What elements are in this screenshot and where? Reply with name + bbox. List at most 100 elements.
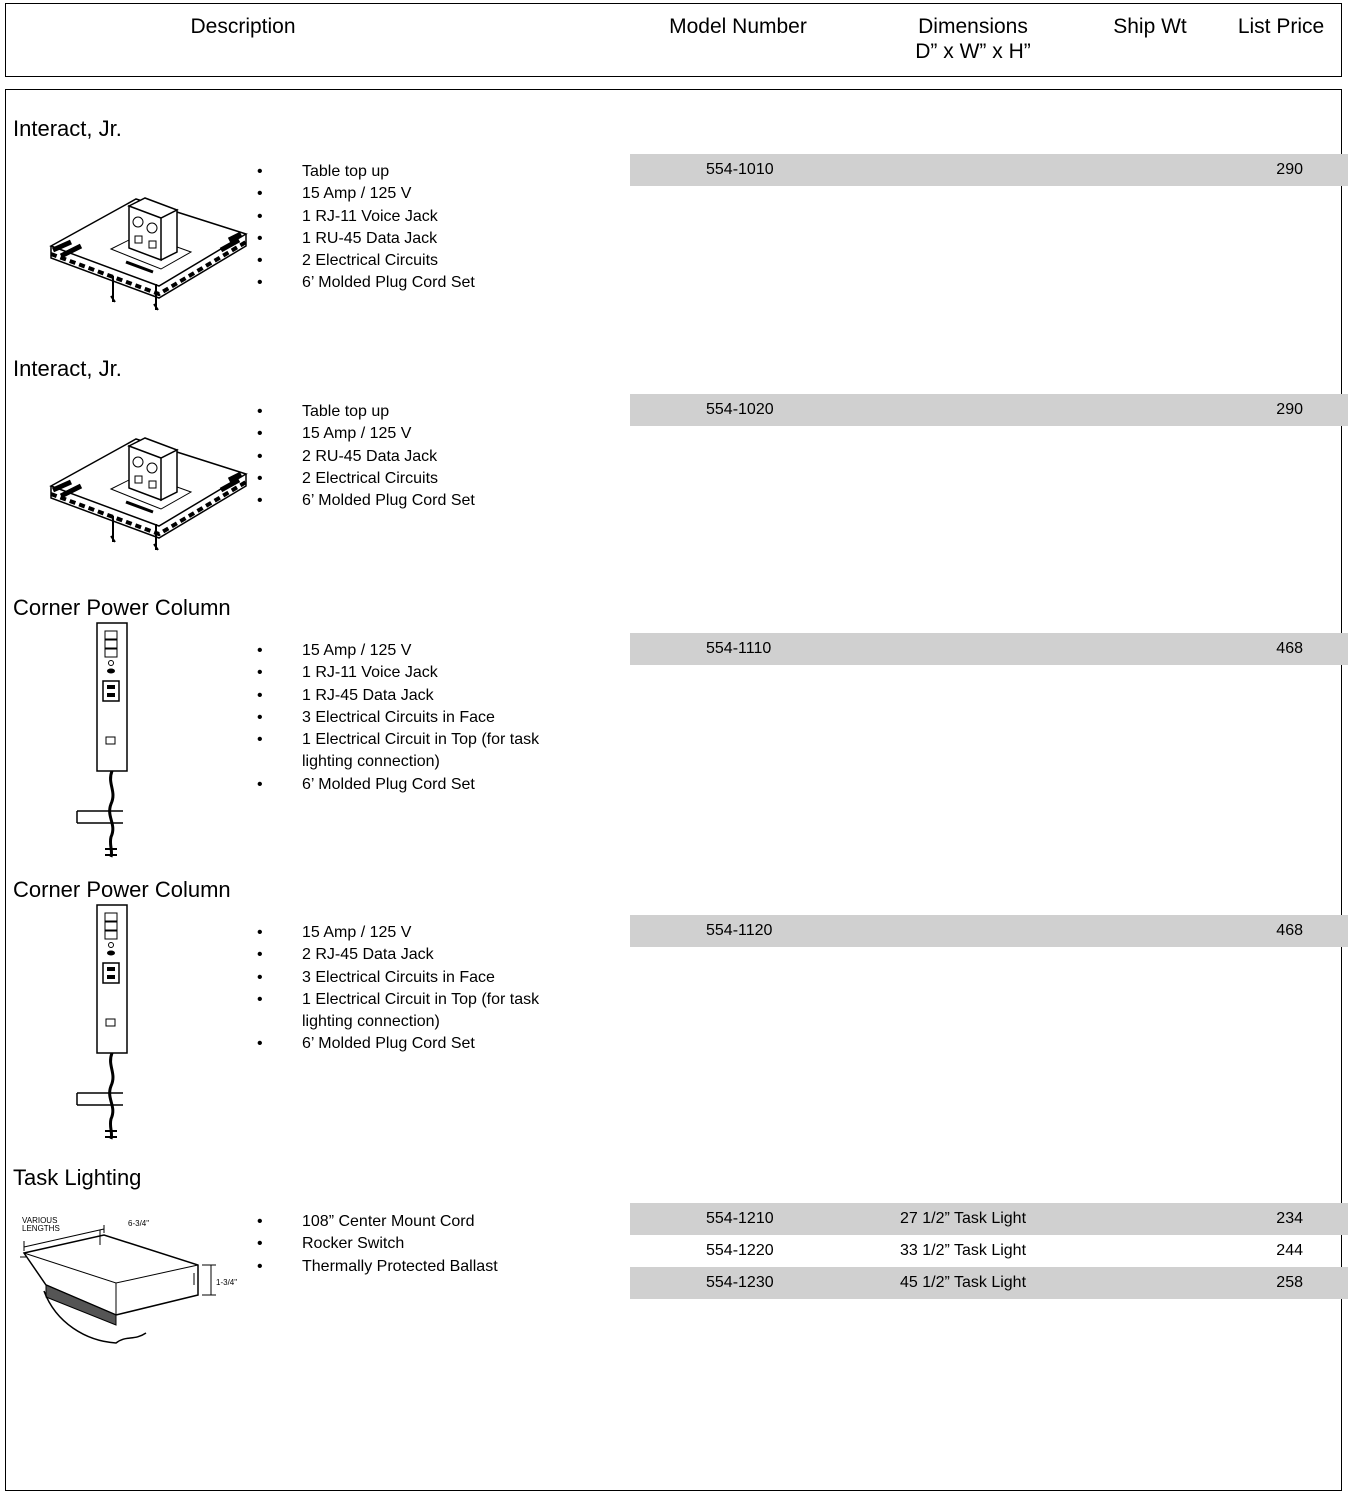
list-price: 234 xyxy=(1276,1210,1303,1227)
price-row: 554-1120 468 xyxy=(630,915,1348,947)
figure-label: 6-3/4" xyxy=(128,1219,149,1228)
feature: 1 RJ-11 Voice Jack xyxy=(257,662,557,685)
drawing-part xyxy=(20,1230,101,1258)
list-price: 468 xyxy=(1276,640,1303,657)
figure-label: LENGTHS xyxy=(22,1224,60,1233)
price-row: 554-1230 45 1/2” Task Light 258 xyxy=(630,1267,1348,1299)
price-row: 554-1020 290 xyxy=(630,394,1348,426)
drawing-part xyxy=(102,680,120,702)
drawing-part xyxy=(105,1018,116,1027)
drawing-part xyxy=(104,930,118,940)
feature-list: 15 Amp / 125 V1 RJ-11 Voice Jack1 RJ-45 … xyxy=(257,640,557,796)
section-title: Corner Power Column xyxy=(13,595,231,620)
section-title: Corner Power Column xyxy=(13,877,231,902)
drawing-part xyxy=(134,235,143,244)
drawing-part xyxy=(127,437,179,502)
drawing-part xyxy=(50,240,248,297)
drawing-part xyxy=(107,668,115,674)
model-number: 554-1110 xyxy=(706,640,772,657)
feature: Rocker Switch xyxy=(257,1233,557,1256)
list-price: 290 xyxy=(1276,161,1303,178)
product-image: VARIOUS LENGTHS 6-3/4" 1-3/4" xyxy=(20,1216,237,1344)
feature: 2 Electrical Circuits xyxy=(257,468,557,491)
model-number: 554-1230 xyxy=(706,1274,774,1291)
drawing-part xyxy=(110,276,159,311)
product-image xyxy=(76,622,128,858)
price-row: 554-1010 290 xyxy=(630,154,1348,186)
drawing-part xyxy=(132,456,144,468)
list-price: 290 xyxy=(1276,401,1303,418)
section-title: Interact, Jr. xyxy=(13,116,122,141)
feature: 1 RU-45 Data Jack xyxy=(257,228,557,251)
feature-list: Table top up15 Amp / 125 V1 RJ-11 Voice … xyxy=(257,161,557,295)
feature-list: 15 Amp / 125 V2 RJ-45 Data Jack3 Electri… xyxy=(257,922,557,1056)
drawing-part xyxy=(51,231,243,259)
drawing-part xyxy=(105,736,116,745)
drawing-part xyxy=(125,260,154,274)
drawing-part xyxy=(51,471,243,499)
col-list-price: List Price xyxy=(1237,15,1325,38)
col-description: Description xyxy=(190,15,296,38)
drawing-part xyxy=(148,240,157,249)
drawing-part xyxy=(105,848,117,856)
drawing-part xyxy=(107,975,115,979)
drawing-part xyxy=(102,962,120,984)
feature: 6’ Molded Plug Cord Set xyxy=(257,774,557,797)
feature: 2 RJ-45 Data Jack xyxy=(257,944,557,967)
dimensions: 27 1/2” Task Light xyxy=(900,1210,1027,1227)
drawing-part xyxy=(105,1130,117,1138)
drawing-part xyxy=(193,1264,216,1296)
feature: 2 Electrical Circuits xyxy=(257,250,557,273)
drawing-part xyxy=(107,967,115,971)
drawing-part xyxy=(108,1052,115,1140)
dimensions: 45 1/2” Task Light xyxy=(900,1274,1027,1291)
drawing-part xyxy=(125,500,154,514)
feature: 15 Amp / 125 V xyxy=(257,183,557,206)
feature: 6’ Molded Plug Cord Set xyxy=(257,272,557,295)
product-image xyxy=(49,197,248,311)
drawing-part xyxy=(45,1284,117,1326)
drawing-part xyxy=(76,810,123,824)
feature: 6’ Molded Plug Cord Set xyxy=(257,490,557,513)
feature: 3 Electrical Circuits in Face xyxy=(257,707,557,730)
price-row: 554-1210 27 1/2” Task Light 234 xyxy=(630,1203,1348,1235)
col-ship-wt: Ship Wt xyxy=(1113,15,1187,38)
col-dimensions-line: Dimensions xyxy=(918,15,1028,38)
col-model: Model Number xyxy=(669,15,807,38)
feature-list: 108” Center Mount CordRocker SwitchTherm… xyxy=(257,1211,557,1278)
dimensions: 33 1/2” Task Light xyxy=(900,1242,1027,1259)
feature: 2 RU-45 Data Jack xyxy=(257,446,557,469)
drawing-part xyxy=(108,770,115,858)
product-image xyxy=(49,437,248,551)
section-title: Interact, Jr. xyxy=(13,356,122,381)
feature: 15 Amp / 125 V xyxy=(257,922,557,945)
drawing-part xyxy=(107,950,115,956)
drawing-part xyxy=(134,475,143,484)
price-row: 554-1110 468 xyxy=(630,633,1348,665)
drawing-part xyxy=(104,912,118,922)
drawing-part xyxy=(76,1092,123,1106)
col-dimensions: Dimensions D” x W” x H” xyxy=(915,14,1030,64)
drawing-part xyxy=(23,1225,105,1251)
drawing-part xyxy=(108,942,114,948)
header: Description Model Number Dimensions D” x… xyxy=(5,3,1342,77)
drawing-part xyxy=(146,462,158,474)
drawing-part xyxy=(104,921,118,931)
drawing-part xyxy=(146,222,158,234)
drawing-part xyxy=(127,197,179,262)
model-number: 554-1210 xyxy=(706,1210,774,1227)
feature: Thermally Protected Ballast xyxy=(257,1256,557,1279)
drawing-part xyxy=(148,480,157,489)
figure-label: 1-3/4" xyxy=(216,1278,237,1287)
feature: 3 Electrical Circuits in Face xyxy=(257,967,557,990)
drawing-part xyxy=(50,480,248,537)
col-dimensions-line: D” x W” x H” xyxy=(915,40,1031,63)
feature: 1 RJ-11 Voice Jack xyxy=(257,206,557,229)
feature-list: Table top up15 Amp / 125 V2 RU-45 Data J… xyxy=(257,401,557,513)
list-price: 468 xyxy=(1276,922,1303,939)
feature: 1 RJ-45 Data Jack xyxy=(257,685,557,708)
feature: 15 Amp / 125 V xyxy=(257,423,557,446)
model-number: 554-1020 xyxy=(706,401,774,418)
drawing-part xyxy=(108,660,114,666)
feature: 108” Center Mount Cord xyxy=(257,1211,557,1234)
